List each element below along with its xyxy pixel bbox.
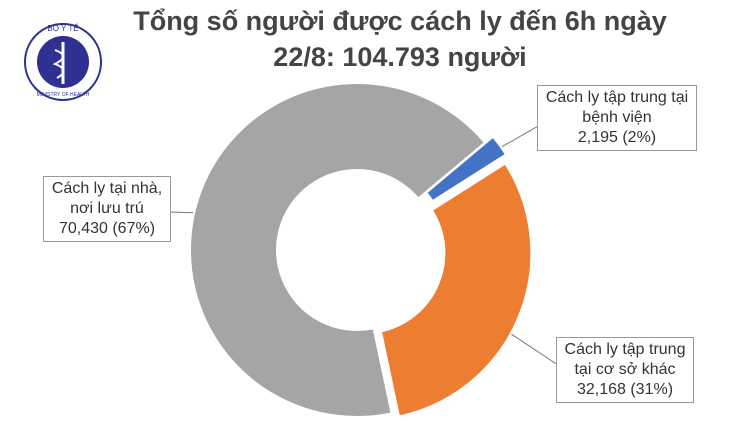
label-category: Cách ly tập trung tại cơ sở khác	[564, 341, 686, 378]
logo-bottom: MINISTRY OF HEALTH	[37, 92, 90, 98]
data-label: Cách ly tập trung tại cơ sở khác 32,168 (…	[556, 337, 694, 403]
chart-title: Tổng số người được cách ly đến 6h ngày	[133, 6, 667, 36]
data-label: Cách ly tập trung tại bệnh viện 2,195 (2%…	[537, 85, 697, 151]
label-value: 32,168 (31%)	[576, 381, 674, 398]
logo: BỘ Y TẾ MINISTRY OF HEALTH	[24, 23, 102, 101]
donut-slice	[379, 162, 533, 418]
label-value: 70,430 (67%)	[58, 220, 156, 237]
logo-top: BỘ Y TẾ	[47, 23, 78, 33]
label-category: Cách ly tập trung tại bệnh viện	[545, 89, 689, 126]
data-label: Cách ly tại nhà, nơi lưu trú 70,430 (67%)	[43, 176, 171, 242]
donut-slice	[424, 135, 508, 203]
chart-title: 22/8: 104.793 người	[273, 42, 527, 72]
label-value: 2,195 (2%)	[577, 129, 657, 146]
donut-slice	[189, 82, 487, 418]
label-category: Cách ly tại nhà, nơi lưu trú	[51, 180, 163, 217]
